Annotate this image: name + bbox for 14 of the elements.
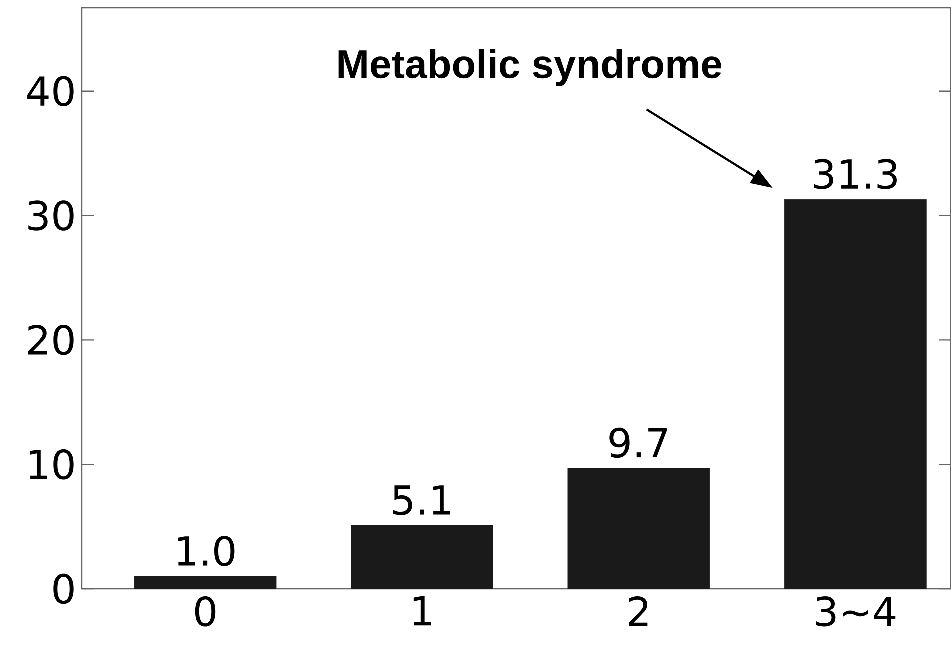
data-label: 9.7 — [610, 428, 668, 458]
y-tick-label: 10 — [30, 449, 74, 480]
annotation: Metabolic syndrome — [338, 49, 722, 86]
y-tick-label: 40 — [28, 76, 74, 106]
y-tick-label: 30 — [28, 200, 74, 231]
data-label: 1.0 — [178, 536, 235, 566]
x-tick-label: 1 — [414, 596, 432, 626]
y-tick-label: 20 — [28, 325, 74, 356]
data-label: 31.3 — [814, 159, 897, 190]
data-label: 5.1 — [394, 486, 450, 516]
y-tick-label: 0 — [54, 574, 74, 604]
x-tick-label: 0 — [195, 596, 216, 627]
x-tick-label: 3∼4 — [816, 596, 896, 627]
x-tick-label: 2 — [629, 596, 648, 626]
